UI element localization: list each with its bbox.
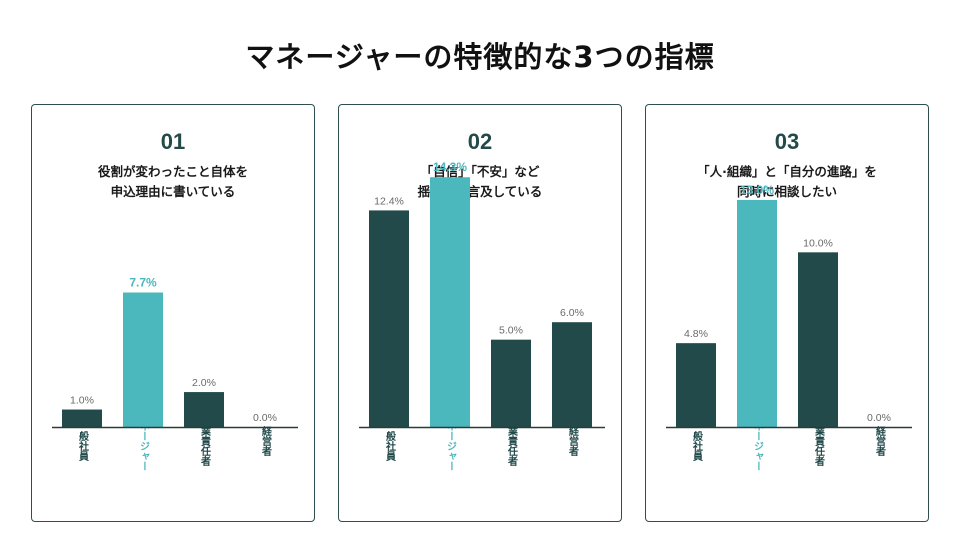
panel-description-line: 同時に相談したい — [736, 184, 837, 199]
indicator-panel-1: 01 役割が変わったこと自体を 申込理由に書いている 1.0% 一般社員 7.7% マ… — [31, 104, 315, 522]
bar — [798, 252, 838, 427]
data-label: 1.0% — [70, 395, 94, 407]
bar — [491, 339, 531, 427]
category-label: 経営者 — [567, 425, 580, 457]
category-label: マネージャー — [752, 411, 764, 471]
bar — [676, 343, 716, 427]
panel-description-line: 「自信」「不安」など — [420, 164, 540, 179]
panel-description-line: 「人·組織」と「自分の進路」を — [697, 164, 877, 179]
panel-number: 01 — [160, 129, 186, 154]
bar — [123, 292, 163, 427]
page-title: マネージャーの特徴的な3つの指標 — [245, 40, 715, 74]
panel-description: 役割が変わったこと自体を 申込理由に書いている — [32, 162, 314, 202]
data-label: 10.0% — [803, 237, 833, 249]
data-label: 12.4% — [374, 195, 404, 207]
indicator-panel-2: 02 「自信」「不安」など 揺らぎに言及している 12.4% 一般社員 14.3% マ… — [338, 104, 622, 522]
data-label: 13.0% — [740, 183, 774, 197]
data-label: 7.7% — [129, 276, 157, 290]
category-label: 経営者 — [874, 425, 887, 457]
bar — [430, 177, 470, 427]
data-label: 2.0% — [192, 377, 216, 389]
indicator-panel-3: 03 「人·組織」と「自分の進路」を 同時に相談したい 4.8% 一般社員 13.0… — [645, 104, 929, 522]
category-label: 経営者 — [260, 425, 273, 457]
panel-number: 02 — [467, 129, 493, 154]
bar — [184, 392, 224, 427]
panel-description-line: 役割が変わったこと自体を — [97, 164, 248, 179]
panel-number: 03 — [774, 129, 800, 154]
data-label: 6.0% — [560, 307, 584, 319]
data-label: 0.0% — [867, 412, 891, 424]
data-label: 5.0% — [499, 325, 523, 337]
category-label: マネージャー — [445, 411, 457, 471]
data-label: 0.0% — [253, 412, 277, 424]
data-label: 4.8% — [684, 328, 708, 340]
category-label: 一般社員 — [691, 421, 704, 462]
bar — [737, 199, 777, 427]
panel-description: 「人·組織」と「自分の進路」を 同時に相談したい — [646, 162, 928, 202]
bar — [369, 210, 409, 427]
category-label: 一般社員 — [384, 421, 397, 462]
panel-description-line: 申込理由に書いている — [110, 184, 236, 199]
bar — [552, 322, 592, 427]
bar — [62, 409, 102, 427]
category-label: マネージャー — [138, 411, 150, 471]
data-label: 14.3% — [433, 160, 467, 174]
category-label: 一般社員 — [77, 421, 90, 462]
